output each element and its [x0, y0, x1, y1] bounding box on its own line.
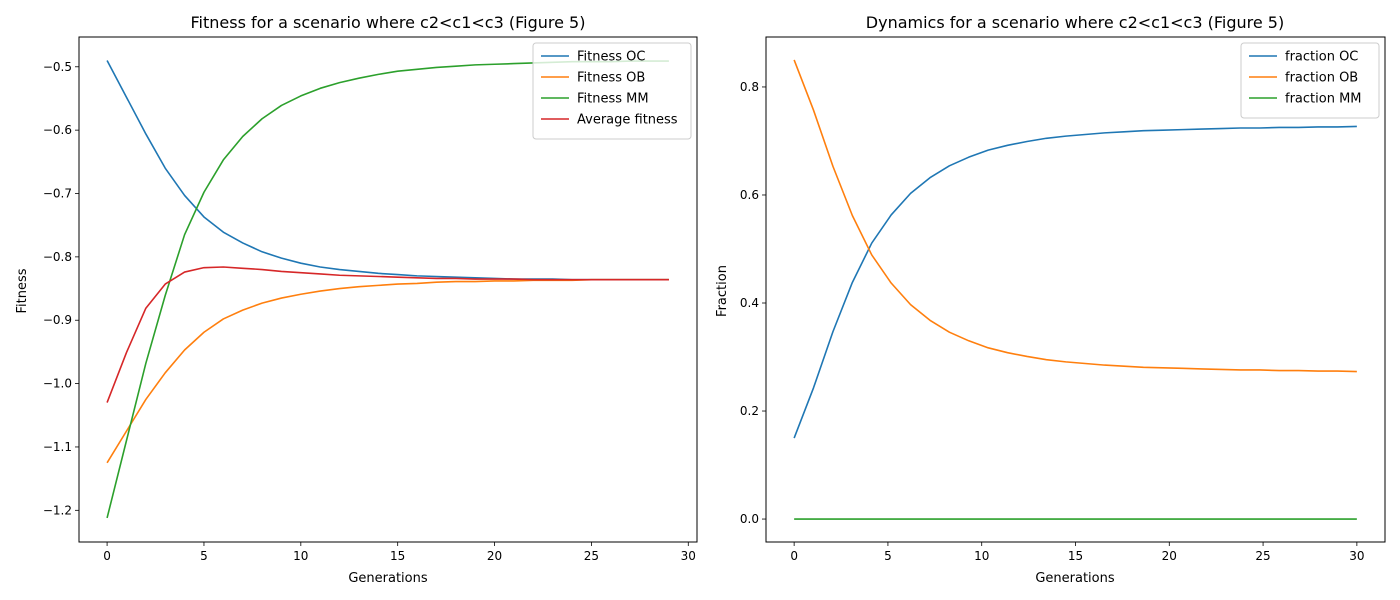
dynamics-chart: Dynamics for a scenario where c2<c1<c3 (…	[715, 13, 1386, 586]
fitness-chart-series-line-4	[106, 266, 669, 403]
dynamics-chart-series-line-1	[793, 125, 1357, 439]
fitness-chart-xtick-label: 5	[200, 549, 208, 563]
fitness-chart: Fitness for a scenario where c2<c1<c3 (F…	[15, 13, 698, 586]
dynamics-chart-legend: fraction OC fraction OB fraction MM	[1240, 42, 1380, 119]
fitness-chart-ytick-label: −0.8	[43, 250, 72, 264]
dynamics-chart-legend-box	[1240, 42, 1380, 119]
dynamics-chart-ytick-label: 0.8	[740, 80, 759, 94]
dynamics-chart-ytick-label: 0.4	[740, 296, 759, 310]
fitness-chart-legend-label: Fitness OB	[577, 71, 645, 86]
fitness-chart-legend-label: Fitness MM	[577, 92, 649, 107]
dynamics-chart-ytick-label: 0.2	[740, 404, 759, 418]
fitness-chart-ytick-label: −0.7	[43, 187, 72, 201]
fitness-chart-legend: Fitness OC Fitness OB Fitness MM Average fi…	[532, 42, 692, 140]
fitness-chart-title: Fitness for a scenario where c2<c1<c3 (F…	[191, 13, 586, 32]
dynamics-chart-xtick-label: 30	[1349, 549, 1364, 563]
dynamics-chart-xtick-label: 0	[790, 549, 798, 563]
dynamics-chart-xtick-label: 5	[884, 549, 892, 563]
fitness-chart-xtick-label: 30	[681, 549, 696, 563]
fitness-chart-xtick-label: 25	[584, 549, 599, 563]
fitness-chart-legend-label: Average fitness	[577, 113, 678, 128]
fitness-chart-ytick-label: −1.0	[43, 377, 72, 391]
dynamics-chart-xtick-label: 20	[1162, 549, 1177, 563]
fitness-chart-frame	[78, 36, 698, 543]
dynamics-chart-xtick-label: 25	[1255, 549, 1270, 563]
dynamics-chart-ytick-label: 0.6	[740, 188, 759, 202]
fitness-chart-xtick-label: 0	[103, 549, 111, 563]
fitness-chart-ytick-label: −0.9	[43, 313, 72, 327]
fitness-chart-ytick-label: −1.1	[43, 440, 72, 454]
fitness-chart-ytick-label: −0.5	[43, 60, 72, 74]
dynamics-chart-frame	[765, 36, 1386, 543]
dynamics-chart-xtick-label: 15	[1068, 549, 1083, 563]
fitness-chart-ytick-label: −0.6	[43, 123, 72, 137]
dynamics-chart-ytick-label: 0.0	[740, 512, 759, 526]
fitness-chart-xtick-label: 10	[293, 549, 308, 563]
dynamics-chart-lines	[793, 59, 1357, 520]
fitness-chart-ticks: 0 5 10 15 20 25 30 −1.2 −1.1 −1.0 −0.9 −0.8 −0.7 −0.6…	[43, 60, 696, 563]
dynamics-chart-title: Dynamics for a scenario where c2<c1<c3 (…	[866, 13, 1284, 32]
dynamics-chart-ticks: 0 5 10 15 20 25 30 0.0 0.2 0.4 0.6 0.8	[740, 80, 1365, 563]
dynamics-chart-series-line-2	[793, 59, 1357, 373]
fitness-chart-xtick-label: 20	[487, 549, 502, 563]
fitness-chart-legend-box	[532, 42, 692, 140]
dynamics-chart-xtick-label: 10	[974, 549, 989, 563]
dynamics-chart-xlabel: Generations	[1035, 571, 1115, 586]
fitness-chart-xlabel: Generations	[348, 571, 428, 586]
dynamics-chart-legend-label: fraction OC	[1285, 50, 1358, 65]
dynamics-chart-legend-label: fraction OB	[1285, 71, 1358, 86]
fitness-chart-ylabel: Fitness	[15, 268, 30, 313]
dynamics-chart-ylabel: Fraction	[715, 265, 730, 317]
fitness-chart-legend-label: Fitness OC	[577, 50, 645, 65]
fitness-chart-xtick-label: 15	[390, 549, 405, 563]
dynamics-chart-legend-label: fraction MM	[1285, 92, 1362, 107]
fitness-chart-ytick-label: −1.2	[43, 503, 72, 517]
